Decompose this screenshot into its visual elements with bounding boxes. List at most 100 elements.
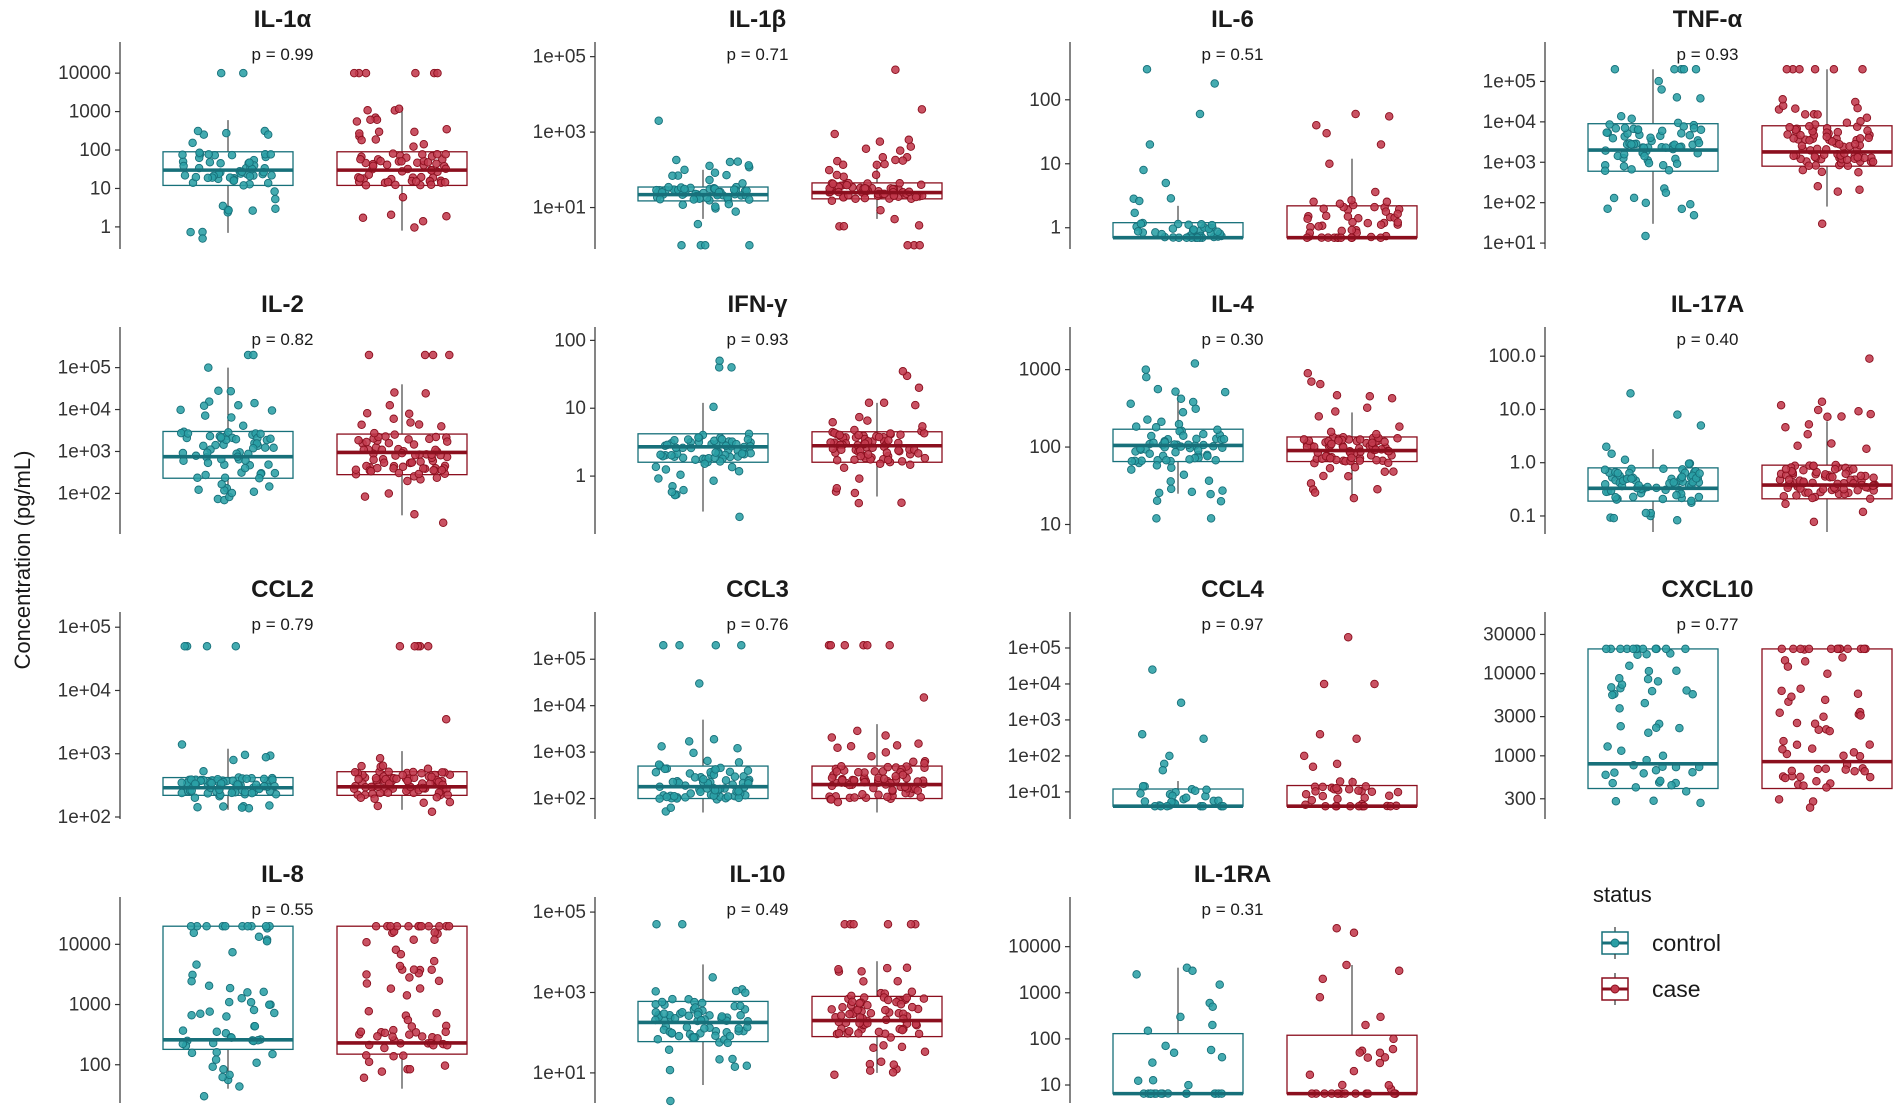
- point-control: [256, 429, 265, 439]
- point-control: [1137, 729, 1147, 739]
- point-case: [1380, 437, 1389, 447]
- point-control: [667, 451, 676, 460]
- point-control: [725, 157, 735, 167]
- point-case: [1384, 1081, 1394, 1090]
- point-control: [1158, 765, 1168, 775]
- point-control: [651, 1008, 661, 1017]
- point-case: [1355, 435, 1365, 444]
- point-case: [1810, 719, 1820, 728]
- point-case: [1817, 397, 1827, 406]
- point-control: [1628, 492, 1638, 502]
- point-control: [270, 187, 279, 196]
- point-control: [1140, 797, 1150, 806]
- point-control: [1644, 666, 1654, 676]
- point-control: [1669, 478, 1678, 487]
- point-case: [1849, 464, 1858, 474]
- p-value-label: p = 0.97: [1202, 615, 1264, 634]
- point-case: [895, 146, 905, 155]
- point-case: [1338, 1080, 1347, 1090]
- y-tick-label: 1e+03: [1483, 152, 1536, 173]
- point-case: [366, 466, 376, 476]
- point-case: [398, 462, 408, 472]
- point-case: [1350, 463, 1360, 472]
- point-case: [1811, 161, 1821, 170]
- point-case: [1789, 134, 1798, 143]
- point-control: [1151, 423, 1161, 432]
- point-control: [733, 743, 742, 753]
- point-case: [1363, 1053, 1373, 1062]
- point-case: [1367, 438, 1377, 447]
- point-control: [1130, 208, 1139, 218]
- point-control: [203, 458, 213, 468]
- point-control: [1217, 1052, 1227, 1062]
- point-control: [231, 642, 241, 651]
- point-case: [1853, 689, 1863, 698]
- point-control: [717, 435, 727, 444]
- point-control: [237, 993, 246, 1003]
- point-case: [1830, 464, 1840, 474]
- point-control: [1176, 1012, 1185, 1022]
- panel-il-17a: IL-17A p = 0.40 0.1 1.0 10.0 100.0: [1488, 291, 1893, 534]
- point-case: [388, 149, 398, 158]
- point-case: [1319, 204, 1328, 214]
- panel-title: IL-8: [261, 861, 304, 888]
- point-control: [248, 443, 258, 453]
- p-value-label: p = 0.55: [252, 900, 314, 919]
- point-case: [1856, 117, 1865, 126]
- y-tick-label: 10: [1040, 1075, 1061, 1096]
- point-control: [1602, 128, 1611, 137]
- point-case: [1375, 1048, 1385, 1058]
- point-control: [677, 241, 686, 250]
- point-case: [1805, 136, 1814, 145]
- point-case: [1850, 139, 1860, 149]
- point-control: [711, 448, 720, 457]
- point-control: [711, 765, 720, 774]
- point-control: [686, 789, 695, 798]
- point-case: [1370, 202, 1379, 212]
- point-case: [1349, 928, 1359, 938]
- point-control: [1616, 111, 1626, 121]
- point-control: [1190, 786, 1200, 795]
- point-control: [208, 1062, 217, 1072]
- point-case: [904, 135, 914, 145]
- point-control: [1133, 1076, 1143, 1086]
- point-case: [370, 428, 379, 438]
- point-case: [364, 170, 374, 180]
- point-control: [243, 988, 252, 997]
- point-control: [1672, 516, 1682, 525]
- point-control: [1608, 690, 1617, 700]
- point-control: [187, 1010, 196, 1020]
- point-control: [737, 641, 746, 650]
- y-tick-label: 100: [1029, 437, 1061, 458]
- point-case: [907, 987, 917, 996]
- point-control: [238, 421, 248, 430]
- point-case: [1372, 429, 1381, 439]
- point-case: [438, 518, 448, 527]
- point-control: [204, 150, 213, 159]
- y-tick-label: 1e+01: [533, 1063, 586, 1084]
- point-case: [895, 179, 904, 188]
- point-case: [863, 450, 873, 459]
- point-case: [374, 127, 384, 137]
- point-case: [1393, 434, 1402, 443]
- point-case: [1343, 212, 1353, 221]
- point-control: [180, 171, 190, 180]
- point-control: [1605, 120, 1614, 129]
- point-case: [391, 180, 400, 190]
- point-control: [1213, 227, 1222, 236]
- point-case: [1325, 463, 1335, 473]
- point-control: [680, 184, 689, 194]
- point-case: [890, 214, 899, 224]
- point-case: [842, 180, 852, 190]
- point-control: [1162, 455, 1171, 465]
- point-control: [1659, 464, 1668, 473]
- point-control: [709, 476, 718, 485]
- y-tick-label: 100: [554, 330, 586, 351]
- point-case: [830, 129, 839, 139]
- point-control: [218, 201, 228, 211]
- point-control: [271, 204, 280, 213]
- point-control: [1171, 447, 1180, 457]
- point-control: [1620, 123, 1630, 133]
- point-case: [433, 68, 442, 78]
- point-case: [1822, 132, 1831, 142]
